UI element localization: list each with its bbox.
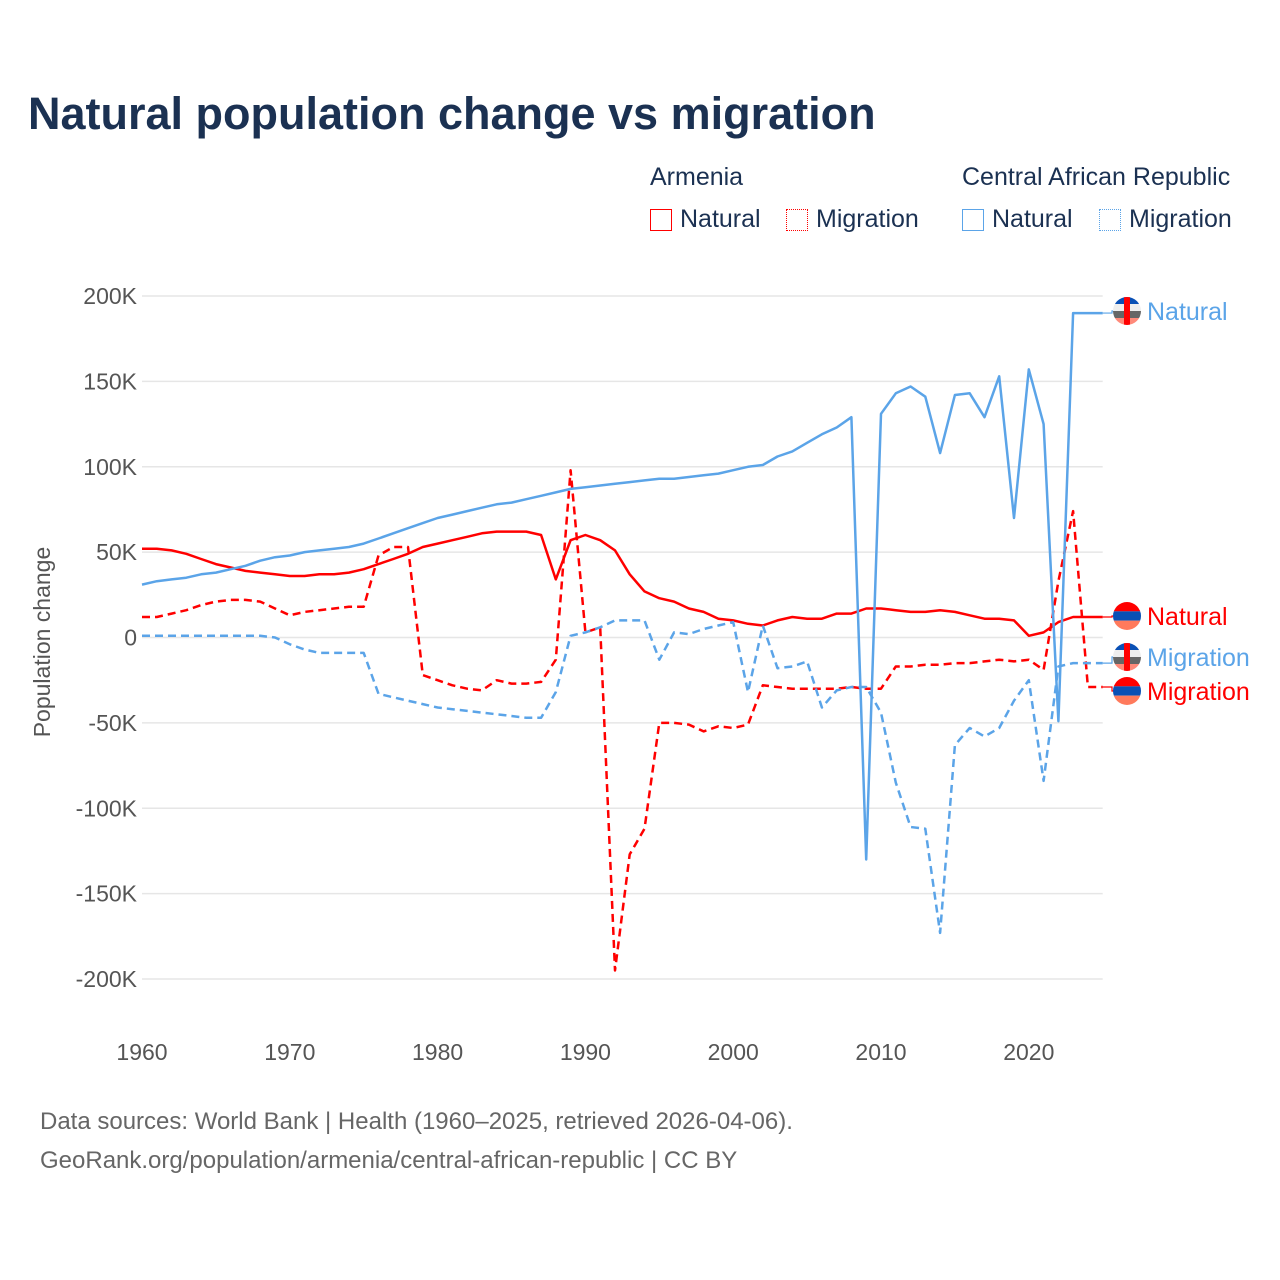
car-flag-icon: [1113, 297, 1141, 325]
y-tick-label: 50K: [96, 539, 138, 565]
chart-title: Natural population change vs migration: [28, 88, 876, 139]
legend-car-migration[interactable]: Migration: [1099, 205, 1232, 234]
armenia-flag-icon: [1113, 677, 1141, 705]
x-tick-label: 1990: [560, 1039, 611, 1065]
legend-swatch-solid-red: [650, 208, 672, 231]
legend-label: Natural: [680, 205, 761, 233]
legend-armenia-natural[interactable]: Natural: [650, 205, 761, 234]
car-flag-icon: [1113, 643, 1141, 671]
armenia-natural-line: [142, 530, 1103, 638]
car-natural-line: [141, 311, 1103, 861]
car-migration-line: [142, 619, 1103, 935]
y-tick-label: 0: [124, 625, 137, 651]
end-label: Migration: [1147, 644, 1250, 672]
armenia-migration-line: [142, 468, 1103, 972]
y-axis-label: Population change: [29, 547, 55, 738]
legend-group-car: Central African Republic: [962, 163, 1231, 191]
armenia-flag-icon: [1113, 602, 1141, 630]
x-tick-label: 2000: [708, 1039, 759, 1065]
legend-armenia-migration[interactable]: Migration: [786, 205, 919, 234]
legend-swatch-dotted-red: [786, 208, 808, 231]
y-tick-label: -150K: [76, 881, 138, 907]
x-tick-label: 1980: [412, 1039, 463, 1065]
footer-url[interactable]: GeoRank.org/population/armenia/central-a…: [40, 1147, 738, 1174]
legend-label: Migration: [816, 205, 919, 233]
footer-sources: Data sources: World Bank | Health (1960–…: [40, 1108, 793, 1135]
x-tick-label: 2020: [1003, 1039, 1054, 1065]
y-tick-label: -100K: [76, 795, 138, 821]
legend-swatch-solid-blue: [962, 208, 984, 231]
y-tick-label: 200K: [83, 283, 137, 309]
legend-car-natural[interactable]: Natural: [962, 205, 1073, 234]
y-tick-label: -50K: [88, 710, 137, 736]
legend-label: Migration: [1129, 205, 1232, 233]
end-label: Natural: [1147, 298, 1228, 326]
x-tick-label: 2010: [855, 1039, 906, 1065]
x-tick-label: 1970: [264, 1039, 315, 1065]
y-tick-label: 100K: [83, 454, 137, 480]
legend-swatch-dotted-blue: [1099, 208, 1121, 231]
y-tick-label: 150K: [83, 368, 137, 394]
end-label: Migration: [1147, 678, 1250, 706]
legend-label: Natural: [992, 205, 1073, 233]
legend-group-armenia: Armenia: [650, 163, 744, 191]
x-tick-label: 1960: [116, 1039, 167, 1065]
end-label: Natural: [1147, 603, 1228, 631]
y-tick-label: -200K: [76, 966, 138, 992]
